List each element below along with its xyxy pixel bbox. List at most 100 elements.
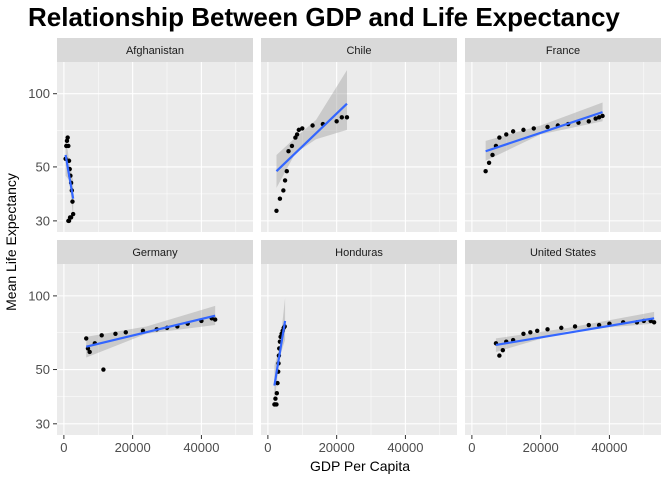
data-point bbox=[483, 169, 488, 174]
data-point bbox=[113, 331, 118, 336]
data-point bbox=[500, 347, 506, 353]
data-point bbox=[586, 119, 591, 124]
panels-layer: Afghanistan 30 50 100 Chile France Germany 30 50… bbox=[28, 38, 661, 455]
data-point bbox=[296, 127, 302, 133]
x-tick-label: 0 bbox=[60, 440, 67, 455]
data-point bbox=[600, 113, 605, 119]
data-point bbox=[344, 115, 350, 120]
panel-background bbox=[261, 264, 457, 435]
data-point bbox=[282, 178, 288, 183]
confidence-band bbox=[276, 70, 347, 188]
y-tick-label: 50 bbox=[36, 159, 50, 174]
facet-strip bbox=[57, 38, 253, 62]
trend-line bbox=[64, 154, 75, 199]
data-point bbox=[310, 123, 315, 128]
facet-label: United States bbox=[530, 247, 597, 259]
data-point bbox=[273, 396, 278, 401]
x-axis-title: GDP Per Capita bbox=[310, 458, 410, 474]
y-tick-label: 30 bbox=[36, 416, 50, 431]
x-tick-label: 40000 bbox=[591, 440, 627, 455]
data-point bbox=[339, 115, 345, 120]
chart-title: Relationship Between GDP and Life Expect… bbox=[28, 2, 620, 32]
data-point bbox=[497, 353, 502, 358]
facet-strip bbox=[261, 240, 457, 264]
data-point bbox=[274, 208, 279, 214]
data-point bbox=[275, 380, 280, 386]
data-point bbox=[87, 349, 92, 355]
facet-label: Afghanistan bbox=[126, 45, 184, 57]
data-point bbox=[651, 320, 657, 325]
data-point bbox=[284, 169, 289, 174]
y-tick-label: 30 bbox=[36, 213, 50, 228]
y-axis-title: Mean Life Expectancy bbox=[3, 173, 19, 311]
data-point bbox=[281, 188, 286, 193]
facet-strip bbox=[465, 240, 661, 264]
panel-background bbox=[465, 264, 661, 435]
x-tick-label: 40000 bbox=[183, 440, 219, 455]
data-point bbox=[528, 330, 533, 335]
data-point bbox=[66, 143, 71, 149]
trend-line bbox=[275, 102, 348, 173]
data-point bbox=[70, 199, 75, 204]
facet-label: France bbox=[546, 45, 580, 57]
data-point bbox=[277, 196, 283, 201]
facet-panel: Honduras 0 20000 40000 bbox=[261, 240, 457, 455]
data-point bbox=[123, 330, 128, 335]
data-point bbox=[545, 124, 550, 130]
x-tick-label: 20000 bbox=[115, 440, 151, 455]
data-point bbox=[101, 367, 106, 372]
facet-strip bbox=[465, 38, 661, 62]
data-point bbox=[286, 149, 291, 154]
facet-panel: Afghanistan 30 50 100 bbox=[28, 38, 253, 232]
data-point bbox=[521, 127, 526, 133]
x-tick-label: 0 bbox=[468, 440, 475, 455]
x-tick-label: 0 bbox=[264, 440, 271, 455]
facet-label: Honduras bbox=[335, 247, 383, 259]
data-point bbox=[596, 322, 602, 328]
data-point bbox=[84, 336, 89, 341]
y-tick-label: 100 bbox=[28, 288, 50, 303]
data-point bbox=[593, 116, 598, 121]
panel-background bbox=[57, 62, 253, 232]
data-point bbox=[572, 324, 578, 329]
facet-strip bbox=[261, 38, 457, 62]
facet-label: Chile bbox=[346, 45, 371, 57]
data-point bbox=[559, 325, 564, 331]
data-point bbox=[486, 160, 492, 165]
data-point bbox=[289, 143, 295, 149]
facet-panel: France bbox=[465, 38, 661, 232]
data-point bbox=[545, 327, 550, 332]
data-point bbox=[490, 152, 495, 158]
confidence-band bbox=[495, 311, 655, 352]
data-point bbox=[521, 331, 526, 336]
x-tick-label: 20000 bbox=[319, 440, 355, 455]
data-point bbox=[497, 135, 502, 140]
data-point bbox=[99, 333, 104, 338]
y-tick-label: 100 bbox=[28, 86, 50, 101]
data-point bbox=[586, 322, 591, 328]
data-point bbox=[504, 132, 509, 137]
data-point bbox=[274, 402, 279, 407]
facet-panel: Germany 30 50 100 0 20000 40000 bbox=[28, 240, 253, 455]
data-point bbox=[65, 135, 70, 140]
y-tick-label: 50 bbox=[36, 362, 50, 377]
facet-panel: United States 0 20000 40000 bbox=[465, 240, 661, 455]
x-tick-label: 20000 bbox=[523, 440, 559, 455]
data-point bbox=[66, 218, 71, 224]
data-point bbox=[510, 129, 516, 134]
x-tick-label: 40000 bbox=[387, 440, 423, 455]
data-point bbox=[67, 215, 73, 220]
trend-line bbox=[273, 320, 287, 386]
data-point bbox=[531, 126, 536, 131]
facet-strip bbox=[57, 240, 253, 264]
facet-panel: Chile bbox=[261, 38, 457, 232]
data-point bbox=[294, 132, 300, 137]
trend-line bbox=[85, 314, 216, 348]
data-point bbox=[66, 158, 72, 163]
data-point bbox=[334, 119, 339, 124]
facet-label: Germany bbox=[132, 247, 178, 259]
data-point bbox=[70, 211, 76, 217]
data-point bbox=[274, 391, 280, 396]
data-point bbox=[535, 328, 540, 333]
